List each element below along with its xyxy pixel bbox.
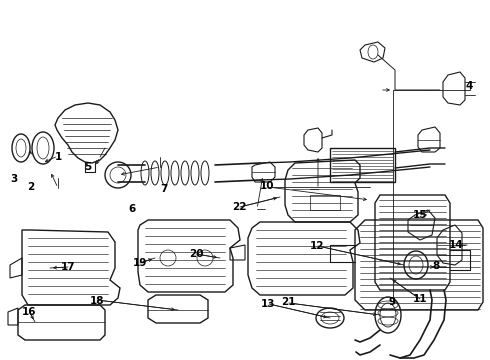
Text: 2: 2: [27, 182, 34, 192]
Text: 9: 9: [389, 297, 395, 307]
Text: 1: 1: [55, 152, 62, 162]
Text: 6: 6: [129, 204, 136, 214]
Text: 13: 13: [261, 299, 276, 309]
Text: 5: 5: [85, 162, 92, 172]
Text: 19: 19: [132, 258, 147, 268]
Text: 10: 10: [260, 181, 274, 192]
Text: 17: 17: [61, 262, 76, 272]
Text: 18: 18: [90, 296, 104, 306]
Text: 16: 16: [22, 307, 37, 318]
Text: 20: 20: [189, 249, 203, 259]
Text: 15: 15: [413, 210, 428, 220]
Text: 11: 11: [413, 294, 428, 304]
Text: 12: 12: [310, 240, 325, 251]
Text: 8: 8: [433, 261, 440, 271]
Text: 22: 22: [232, 202, 246, 212]
Text: 3: 3: [10, 174, 17, 184]
Text: 7: 7: [160, 184, 168, 194]
Text: 14: 14: [448, 240, 463, 250]
Text: 21: 21: [281, 297, 295, 307]
Text: 4: 4: [466, 81, 473, 91]
